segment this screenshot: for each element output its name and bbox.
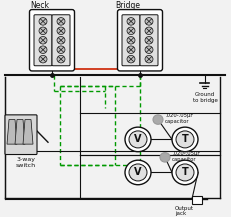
- Circle shape: [144, 46, 152, 53]
- Polygon shape: [15, 120, 25, 144]
- Circle shape: [175, 164, 193, 181]
- FancyBboxPatch shape: [5, 115, 37, 155]
- Text: .020-.05μF
capacitor: .020-.05μF capacitor: [171, 151, 200, 162]
- Circle shape: [57, 27, 65, 35]
- Circle shape: [144, 55, 152, 63]
- Circle shape: [152, 115, 162, 124]
- FancyBboxPatch shape: [29, 10, 74, 71]
- Text: T: T: [181, 134, 188, 144]
- Circle shape: [126, 36, 134, 44]
- FancyBboxPatch shape: [34, 15, 52, 66]
- Text: 3-way
switch: 3-way switch: [16, 157, 36, 168]
- Circle shape: [128, 131, 146, 148]
- FancyBboxPatch shape: [122, 15, 139, 66]
- Circle shape: [39, 46, 47, 53]
- Circle shape: [144, 27, 152, 35]
- Circle shape: [126, 18, 134, 25]
- Circle shape: [159, 153, 169, 162]
- Circle shape: [126, 27, 134, 35]
- Bar: [191, 196, 201, 204]
- Circle shape: [125, 127, 150, 152]
- Circle shape: [175, 131, 193, 148]
- FancyBboxPatch shape: [52, 15, 70, 66]
- Circle shape: [57, 18, 65, 25]
- Text: Bridge: Bridge: [115, 1, 140, 10]
- FancyBboxPatch shape: [117, 10, 162, 71]
- FancyBboxPatch shape: [139, 15, 157, 66]
- Text: V: V: [134, 168, 141, 178]
- Text: V: V: [134, 134, 141, 144]
- Polygon shape: [7, 120, 17, 144]
- Circle shape: [144, 18, 152, 25]
- Circle shape: [128, 164, 146, 181]
- Circle shape: [39, 55, 47, 63]
- Text: .020-.05μF
capacitor: .020-.05μF capacitor: [164, 113, 193, 124]
- Circle shape: [125, 160, 150, 185]
- Circle shape: [57, 55, 65, 63]
- Text: T: T: [181, 168, 188, 178]
- Circle shape: [39, 36, 47, 44]
- Circle shape: [171, 127, 197, 152]
- Circle shape: [57, 36, 65, 44]
- Text: Neck: Neck: [30, 1, 49, 10]
- Circle shape: [171, 160, 197, 185]
- Text: Output
jack: Output jack: [174, 205, 193, 216]
- Circle shape: [126, 46, 134, 53]
- Text: Ground
to bridge: Ground to bridge: [192, 92, 216, 103]
- Circle shape: [144, 36, 152, 44]
- Polygon shape: [23, 120, 33, 144]
- Circle shape: [126, 55, 134, 63]
- Circle shape: [39, 27, 47, 35]
- Circle shape: [57, 46, 65, 53]
- Circle shape: [39, 18, 47, 25]
